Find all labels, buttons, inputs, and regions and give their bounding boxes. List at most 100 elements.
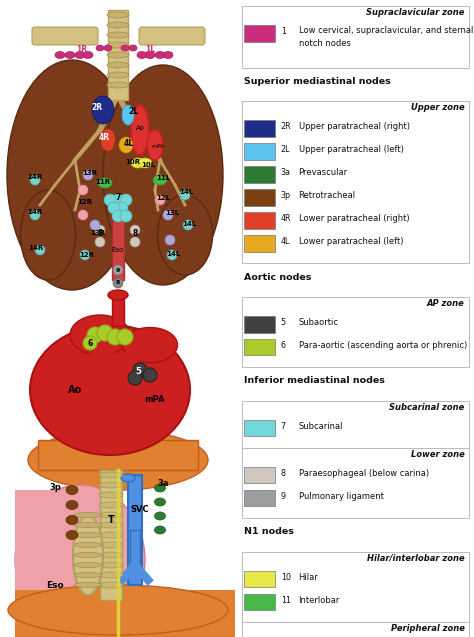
Circle shape — [83, 336, 97, 350]
FancyBboxPatch shape — [139, 27, 205, 45]
Ellipse shape — [74, 562, 102, 568]
Ellipse shape — [131, 105, 149, 155]
Bar — [112, 220, 124, 280]
Ellipse shape — [92, 96, 114, 124]
Ellipse shape — [107, 82, 129, 88]
Circle shape — [108, 202, 120, 214]
Ellipse shape — [155, 498, 165, 506]
Text: 2R: 2R — [281, 122, 292, 131]
Ellipse shape — [147, 130, 163, 160]
Circle shape — [167, 250, 177, 260]
Ellipse shape — [107, 32, 129, 38]
Ellipse shape — [119, 137, 133, 153]
Bar — [112, 296, 124, 326]
Text: 9: 9 — [116, 268, 120, 273]
Text: 1R: 1R — [76, 45, 88, 55]
Bar — [244, 594, 275, 610]
Bar — [244, 339, 275, 355]
Text: 10: 10 — [281, 573, 291, 582]
Ellipse shape — [98, 178, 112, 188]
Ellipse shape — [8, 585, 228, 635]
Text: 3p: 3p — [49, 483, 61, 492]
Text: Aortic nodes: Aortic nodes — [244, 273, 311, 282]
Bar — [244, 571, 275, 587]
Circle shape — [78, 210, 88, 220]
Ellipse shape — [107, 22, 129, 28]
Bar — [244, 189, 275, 206]
Text: Upper paratracheal (left): Upper paratracheal (left) — [299, 145, 403, 154]
Circle shape — [133, 363, 147, 377]
Text: Lower paratracheal (right): Lower paratracheal (right) — [299, 214, 409, 223]
Text: 14R: 14R — [28, 245, 44, 251]
Ellipse shape — [107, 62, 129, 68]
Text: N1 nodes: N1 nodes — [244, 527, 294, 536]
Text: Hilar/interlobar zone: Hilar/interlobar zone — [367, 554, 465, 562]
Circle shape — [130, 237, 140, 247]
Text: 11L: 11L — [156, 175, 170, 181]
Text: Ao: Ao — [68, 385, 82, 395]
Bar — [244, 212, 275, 229]
Text: 7: 7 — [281, 422, 286, 431]
Ellipse shape — [20, 190, 75, 280]
Text: Prevascular: Prevascular — [299, 168, 348, 177]
Ellipse shape — [74, 573, 102, 578]
Text: Eso: Eso — [112, 247, 124, 253]
Text: 10L: 10L — [141, 162, 155, 168]
Ellipse shape — [66, 501, 78, 510]
Bar — [100, 470, 122, 600]
Bar — [244, 120, 275, 137]
Ellipse shape — [99, 552, 123, 558]
Text: Lower zone: Lower zone — [411, 450, 465, 459]
Circle shape — [120, 210, 132, 222]
Circle shape — [130, 225, 140, 235]
Circle shape — [78, 185, 88, 195]
Text: 13R: 13R — [82, 170, 98, 176]
Ellipse shape — [66, 515, 78, 524]
Circle shape — [128, 371, 142, 385]
Ellipse shape — [66, 531, 78, 540]
Bar — [15, 490, 95, 630]
Text: 3p: 3p — [281, 191, 291, 200]
Text: 4R: 4R — [99, 134, 109, 143]
Text: 8: 8 — [281, 469, 286, 478]
Ellipse shape — [122, 327, 177, 362]
Circle shape — [143, 368, 157, 382]
Ellipse shape — [153, 175, 167, 185]
Bar — [244, 420, 275, 436]
Text: 12R: 12R — [80, 252, 94, 258]
Circle shape — [30, 175, 40, 185]
Text: 2R: 2R — [91, 103, 102, 111]
Ellipse shape — [99, 472, 123, 478]
Ellipse shape — [157, 195, 212, 275]
Circle shape — [165, 235, 175, 245]
Text: Superior mediastinal nodes: Superior mediastinal nodes — [244, 77, 391, 86]
Ellipse shape — [107, 12, 129, 18]
Circle shape — [104, 194, 116, 206]
Text: Subcarinal: Subcarinal — [299, 422, 343, 431]
Ellipse shape — [163, 52, 173, 59]
Ellipse shape — [155, 526, 165, 534]
Ellipse shape — [99, 502, 123, 508]
Text: Ao: Ao — [136, 125, 145, 131]
Text: Hilar: Hilar — [299, 573, 319, 582]
Ellipse shape — [74, 552, 102, 557]
Circle shape — [87, 327, 103, 343]
Text: Retrotracheal: Retrotracheal — [299, 191, 356, 200]
Text: 14L: 14L — [182, 221, 196, 227]
Text: Upper zone: Upper zone — [411, 103, 465, 112]
Text: 4L: 4L — [281, 237, 290, 246]
Text: 10R: 10R — [126, 159, 141, 165]
Text: 8: 8 — [116, 280, 120, 285]
Circle shape — [183, 220, 193, 230]
Ellipse shape — [101, 129, 115, 151]
Ellipse shape — [74, 522, 102, 527]
Ellipse shape — [104, 45, 112, 51]
Ellipse shape — [65, 52, 75, 59]
Text: mPA: mPA — [151, 143, 165, 148]
Ellipse shape — [99, 482, 123, 488]
Bar — [244, 235, 275, 252]
Text: 6: 6 — [87, 338, 92, 348]
Circle shape — [112, 194, 124, 206]
Ellipse shape — [121, 474, 135, 482]
Text: Peripheral zone: Peripheral zone — [391, 624, 465, 633]
